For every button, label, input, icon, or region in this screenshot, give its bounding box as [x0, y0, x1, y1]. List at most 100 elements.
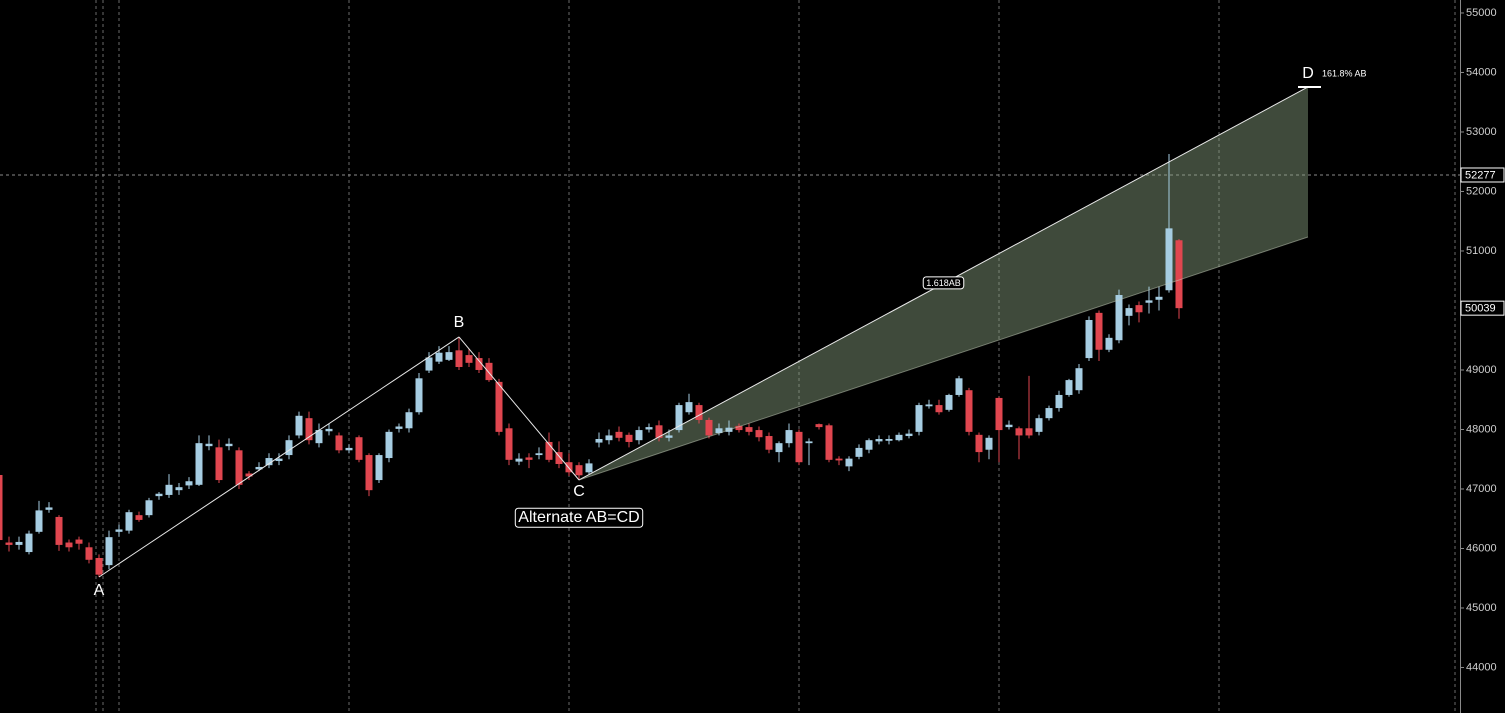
candle-body — [1075, 368, 1083, 391]
candle-body — [45, 507, 53, 510]
candle-body — [585, 463, 593, 473]
y-tick-label: 51000 — [1466, 245, 1497, 257]
pattern-leg — [98, 336, 460, 578]
candle-body — [975, 434, 983, 453]
candle-body — [635, 430, 643, 441]
candle-body — [175, 487, 183, 491]
candle-body — [15, 541, 23, 545]
candle-body — [1085, 319, 1093, 359]
candle-body — [445, 352, 453, 360]
y-tick-label: 48000 — [1466, 423, 1497, 435]
projection-lower — [578, 236, 1309, 481]
candle-body — [145, 500, 153, 516]
candle-body — [135, 515, 143, 520]
candle-body — [1035, 418, 1043, 432]
candle-body — [265, 458, 273, 466]
candle-body — [25, 533, 33, 553]
candle-body — [165, 484, 173, 495]
candle-body — [965, 390, 973, 432]
candle-body — [325, 428, 333, 432]
candle-body — [525, 457, 533, 460]
pattern-name: Alternate AB=CD — [514, 507, 644, 528]
candle-body — [375, 455, 383, 481]
candle-body — [1155, 296, 1163, 300]
candle-body — [0, 474, 3, 541]
candle-body — [675, 405, 683, 431]
candle-body — [875, 438, 883, 442]
y-tick-label: 44000 — [1466, 661, 1497, 673]
candle-body — [465, 355, 473, 363]
point-label: D — [1302, 65, 1314, 82]
projection-label-text: 1.618AB — [926, 278, 961, 288]
candle-body — [215, 447, 223, 481]
candle-body — [1055, 394, 1063, 409]
candle-body — [385, 431, 393, 459]
candle-body — [1175, 240, 1183, 309]
y-tick-label: 55000 — [1466, 7, 1497, 19]
candle-body — [115, 529, 123, 532]
candle-body — [35, 510, 43, 532]
candle-body — [345, 447, 353, 451]
candle-body — [395, 426, 403, 429]
candle-body — [225, 443, 233, 447]
candle-body — [1115, 295, 1123, 341]
candle-body — [1145, 300, 1153, 303]
candle-body — [495, 381, 503, 432]
target-label: 161.8% AB — [1322, 68, 1367, 78]
candle-body — [435, 352, 443, 362]
candle-body — [275, 458, 283, 462]
candle-body — [795, 431, 803, 463]
candle-body — [845, 458, 853, 467]
candle-body — [945, 394, 953, 410]
point-label: B — [454, 314, 465, 331]
candle-body — [105, 537, 113, 566]
candle-body — [885, 438, 893, 441]
pattern-leg — [458, 336, 580, 481]
candle-body — [645, 427, 653, 430]
candle-body — [285, 440, 293, 456]
candle-body — [665, 435, 673, 438]
y-tick-label: 53000 — [1466, 126, 1497, 138]
y-tick-label: 47000 — [1466, 483, 1497, 495]
candle-body — [455, 350, 463, 368]
candle-body — [195, 443, 203, 485]
candle-body — [545, 441, 553, 460]
candle-body — [1105, 337, 1113, 350]
candle-body — [1135, 305, 1143, 313]
candle-body — [985, 437, 993, 450]
y-tick-label: 54000 — [1466, 66, 1497, 78]
candle-body — [485, 362, 493, 381]
candle-body — [55, 516, 63, 545]
price-label-box — [1460, 300, 1505, 316]
candle-body — [805, 441, 813, 444]
candle-body — [655, 425, 663, 438]
candle-body — [615, 431, 623, 438]
candle-body — [765, 436, 773, 450]
point-label: C — [573, 483, 585, 500]
candle-body — [95, 558, 103, 575]
candle-body — [85, 547, 93, 560]
candle-body — [155, 493, 163, 497]
candle-body — [835, 458, 843, 461]
candle-body — [915, 405, 923, 432]
candle-body — [1025, 428, 1033, 436]
candle-body — [705, 419, 713, 436]
projection-label-box — [922, 276, 965, 290]
candle-body — [505, 428, 513, 460]
candle-body — [1045, 408, 1053, 419]
candle-body — [205, 443, 213, 447]
candle-body — [475, 358, 483, 370]
candle-body — [1165, 228, 1173, 291]
y-tick-label: 49000 — [1466, 364, 1497, 376]
candle-body — [695, 405, 703, 420]
candle-body — [1125, 308, 1133, 316]
y-tick-label: 52000 — [1466, 185, 1497, 197]
candle-body — [575, 465, 583, 476]
candle-body — [935, 405, 943, 413]
price-label-box — [1460, 167, 1505, 183]
candle-body — [515, 458, 523, 462]
candle-body — [995, 397, 1003, 431]
candle-body — [335, 435, 343, 451]
